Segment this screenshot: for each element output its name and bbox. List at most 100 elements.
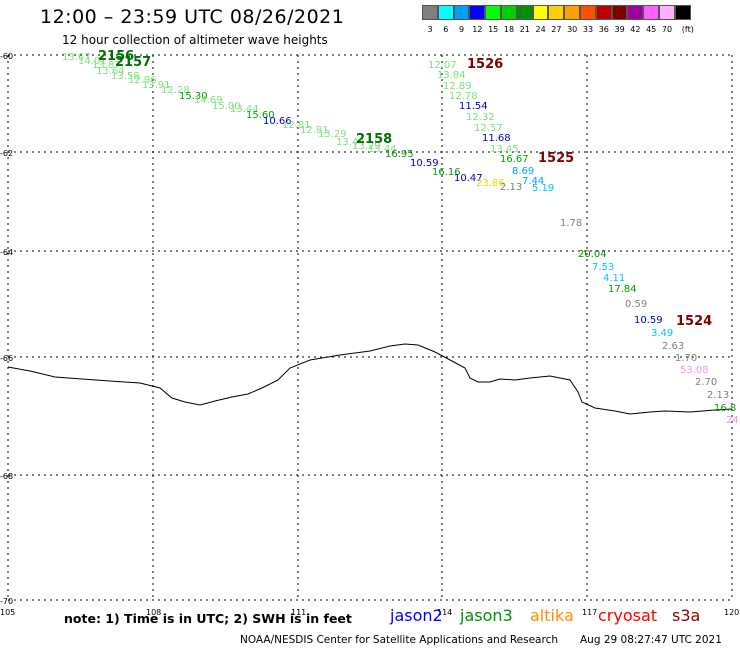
swh-value: 15.60 [246,110,275,121]
swh-value: 2.70 [695,377,717,388]
swh-value: 11.68 [482,133,511,144]
satellite-jason3: jason3 [460,606,513,625]
swh-value: 13.45 [490,144,519,155]
swh-value: 16.8 [714,403,736,414]
legend-label: 15 [488,25,499,34]
longitude-label: 120 [724,608,739,617]
swh-value: 14.69 [194,95,223,106]
swh-value: 16.95 [385,149,414,160]
legend-label: 70 [661,25,673,34]
track-id-label: 2158 [356,132,392,147]
track-id-label: 2156 [98,49,134,64]
legend-swatch [643,5,659,20]
latitude-label: -62 [0,149,13,158]
swh-value: 13.29 [318,129,347,140]
swh-value: 2.13 [500,182,522,193]
legend-swatch [485,5,501,20]
swh-value: 11.54 [459,101,488,112]
swh-value: 16.67 [500,154,529,165]
legend-label: 9 [459,25,465,34]
legend-swatch [611,5,628,20]
swh-value: 20.04 [578,249,607,260]
longitude-label: 117 [582,608,597,617]
swh-value: 13.29 [352,141,381,152]
swh-value: 10.47 [454,173,483,184]
longitude-label: 108 [146,608,161,617]
swh-value: 13.44 [230,104,259,115]
swh-value: 17.84 [608,284,637,295]
latitude-label: -70 [0,597,13,606]
swh-value: 5.19 [532,183,554,194]
legend-swatch [516,5,533,20]
swh-value: 12.28 [161,85,190,96]
generated-time: Aug 29 08:27:47 UTC 2021 [580,634,722,646]
swh-value: 12.81 [282,120,311,131]
map-title: 12:00 – 23:59 UTC 08/26/2021 [40,6,345,28]
swh-value: 12.96 [128,75,157,86]
graticule [7,54,733,601]
satellite-altika: altika [530,606,574,625]
legend-swatch [548,5,565,20]
swh-value: 13.87 [92,60,121,71]
legend-label: 45 [646,25,657,34]
legend-label: 36 [598,25,609,34]
legend-label: 39 [614,25,625,34]
track-id-label: 1524 [676,314,712,329]
footer-note: note: 1) Time is in UTC; 2) SWH is in fe… [64,611,352,626]
swh-value: 12.57 [474,123,503,134]
swh-value: 16.16 [432,167,461,178]
latitude-labels: -60 -62 -64 -66 -68 -70 [0,52,13,606]
swh-value: 12.32 [466,112,495,123]
swh-value: 1.78 [560,218,582,229]
legend-swatch [422,5,438,20]
legend-label: 33 [582,25,594,34]
legend-swatch [532,5,549,20]
swh-value: 7.53 [592,262,614,273]
swh-value: 12.78 [449,91,478,102]
swh-value: 15.00 [212,101,241,112]
swh-value: 12.89 [443,81,472,92]
map-subtitle: 12 hour collection of altimeter wave hei… [62,33,328,47]
longitude-label: 111 [291,608,306,617]
legend-swatch [580,5,596,20]
track-id-label: 1526 [467,57,503,72]
legend-swatch [627,5,644,20]
observations-layer: 13.6714.0113.8713.6413.5812.9613.9112.28… [62,52,739,426]
swh-value: 10.59 [410,158,439,169]
legend-label: 6 [443,25,449,34]
latitude-label: -60 [0,52,13,61]
legend-swatch [437,5,454,20]
swh-value: 1.70 [675,353,697,364]
longitude-labels: 105 108 111 114 117 120 [0,608,739,617]
latitude-label: -68 [0,472,13,481]
legend-swatch [674,5,691,20]
legend-label: 24 [535,25,546,34]
coastline [7,343,733,415]
swh-value: 2.13 [707,390,729,401]
longitude-label: 114 [437,608,452,617]
track-id-label: 2157 [115,55,151,70]
swh-value: 8.69 [512,166,534,177]
legend-label: 27 [551,25,562,34]
longitude-label: 105 [0,608,15,617]
swh-value: 12.81 [300,125,329,136]
swh-value: 15.30 [179,91,208,102]
swh-value: 2.63 [662,341,684,352]
satellite-s3a: s3a [672,606,701,625]
swh-value: 13.84 [437,70,466,81]
swh-value: 24 [726,415,739,426]
swh-value: 13.44 [336,137,365,148]
credit-line: NOAA/NESDIS Center for Satellite Applica… [240,634,558,646]
swh-value: 3.49 [651,328,673,339]
legend-swatch [595,5,612,20]
legend-swatch [564,5,580,20]
swh-value: 10.66 [263,116,292,127]
latitude-label: -64 [0,248,13,257]
swh-value: 10.59 [634,315,663,326]
swh-value: 13.64 [96,66,125,77]
legend-swatch [501,5,517,20]
legend-label: 42 [630,25,641,34]
legend-swatch [469,5,486,20]
swh-value: 13.91 [142,80,171,91]
